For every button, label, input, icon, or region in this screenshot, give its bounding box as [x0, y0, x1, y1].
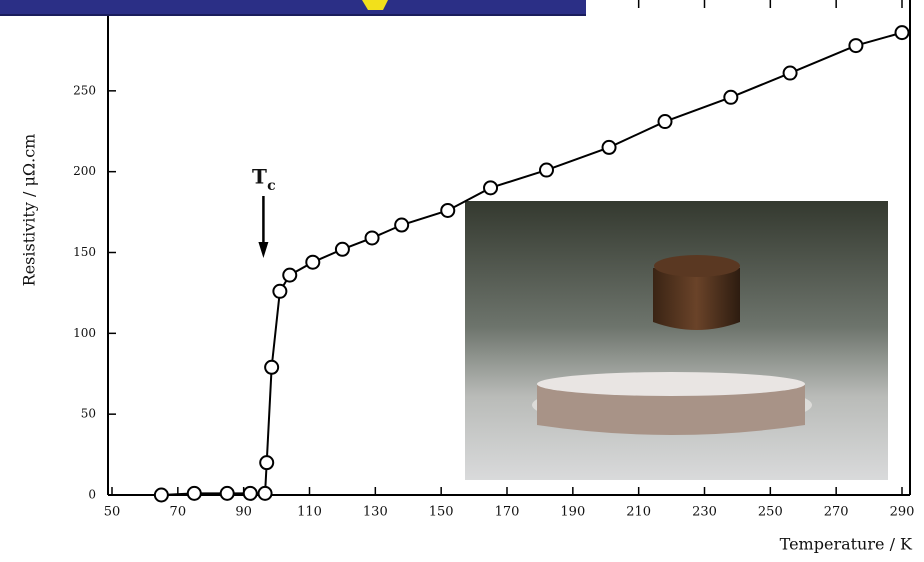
x-tick-label: 50 [104, 505, 121, 520]
data-point [221, 487, 234, 500]
y-tick-label: 0 [88, 488, 96, 502]
data-point [265, 361, 278, 374]
data-point [244, 487, 257, 500]
x-tick-label: 230 [692, 505, 717, 520]
x-tick-label: 90 [235, 505, 252, 520]
annotation-subscript: c [267, 178, 276, 194]
data-point [395, 219, 408, 232]
x-tick-label: 110 [297, 505, 322, 520]
x-tick-label: 250 [758, 505, 783, 520]
x-tick-label: 130 [363, 505, 388, 520]
x-tick-label: 210 [626, 505, 651, 520]
data-point [283, 269, 296, 282]
y-tick-label: 150 [73, 245, 96, 259]
x-axis-label: Temperature / K [780, 535, 913, 554]
data-point [336, 243, 349, 256]
header-banner [0, 0, 586, 16]
data-point [366, 231, 379, 244]
x-tick-label: 170 [495, 505, 520, 520]
data-point [849, 39, 862, 52]
data-point [603, 141, 616, 154]
y-tick-label: 250 [73, 83, 96, 97]
data-point [441, 204, 454, 217]
data-point [896, 26, 909, 39]
data-point [724, 91, 737, 104]
chart: Resistivity / μΩ.cm Temperature / K 0 50 1… [0, 0, 924, 562]
data-point [259, 487, 272, 500]
x-tick-label: 270 [824, 505, 849, 520]
x-tick-label: 70 [170, 505, 187, 520]
data-point [306, 256, 319, 269]
data-point [540, 164, 553, 177]
y-tick-label: 200 [73, 164, 96, 178]
data-point [273, 285, 286, 298]
x-tick-label: 290 [890, 505, 915, 520]
data-point [260, 456, 273, 469]
y-axis-label: Resistivity / μΩ.cm [20, 134, 39, 287]
x-tick-label: 190 [560, 505, 585, 520]
data-point [659, 115, 672, 128]
annotation: T [252, 165, 267, 189]
y-tick-label: 100 [73, 326, 96, 340]
inset-photo [465, 201, 888, 480]
data-point [155, 489, 168, 502]
x-tick-label: 150 [429, 505, 454, 520]
data-point [784, 67, 797, 80]
data-point [484, 181, 497, 194]
data-point [188, 487, 201, 500]
y-tick-label: 50 [81, 407, 96, 421]
